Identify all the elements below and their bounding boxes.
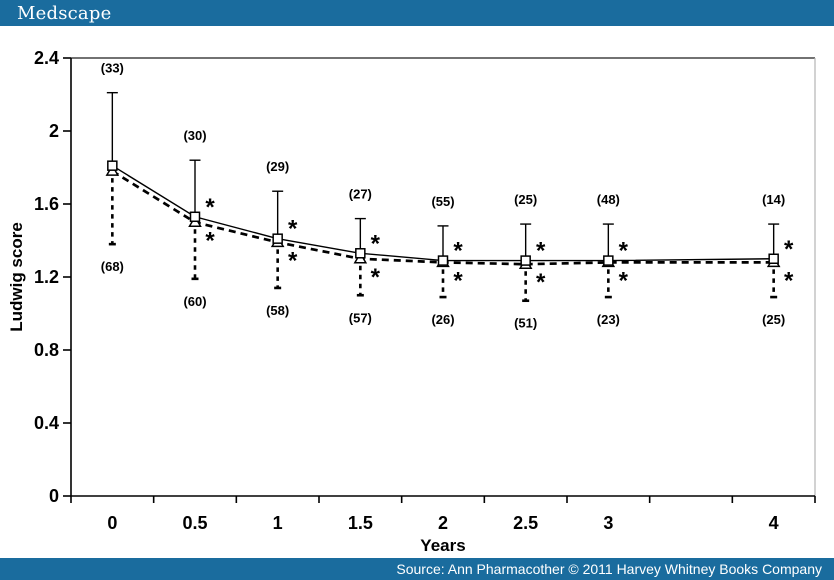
significance-asterisk: *	[453, 267, 463, 294]
square-marker	[768, 253, 779, 264]
square-marker	[437, 255, 449, 266]
n-label-upper: (25)	[514, 192, 537, 207]
x-axis-title: Years	[420, 536, 465, 555]
n-label-upper: (55)	[431, 194, 454, 209]
n-label-lower: (25)	[762, 312, 785, 327]
square-marker	[272, 233, 283, 244]
significance-asterisk: *	[205, 194, 215, 221]
n-label-upper: (27)	[349, 187, 372, 202]
y-tick-label: 2.4	[34, 48, 59, 68]
significance-asterisk: *	[784, 236, 794, 263]
significance-asterisk: *	[371, 264, 381, 291]
n-label-lower: (58)	[266, 303, 289, 318]
n-label-lower: (26)	[431, 312, 454, 327]
square-marker	[355, 248, 366, 259]
footer-bar: Source: Ann Pharmacother © 2011 Harvey W…	[0, 558, 834, 580]
n-label-upper: (33)	[101, 61, 124, 76]
significance-asterisk: *	[784, 267, 794, 294]
significance-asterisk: *	[453, 238, 463, 265]
square-marker	[107, 160, 118, 171]
solid-series-line	[111, 165, 774, 262]
significance-asterisk: *	[371, 230, 381, 257]
x-tick-label: 0	[107, 513, 117, 533]
significance-asterisk: *	[536, 269, 546, 296]
n-label-lower: (57)	[349, 310, 372, 325]
x-tick-label: 2	[438, 513, 448, 533]
x-tick-label: 2.5	[513, 513, 538, 533]
significance-asterisk: *	[536, 238, 546, 265]
significance-asterisk: *	[288, 216, 298, 243]
n-label-upper: (48)	[597, 192, 620, 207]
n-label-upper: (29)	[266, 159, 289, 174]
x-tick-label: 1	[273, 513, 283, 533]
n-label-upper: (30)	[183, 128, 206, 143]
y-axis-title: Ludwig score	[7, 222, 26, 332]
y-tick-label: 2	[49, 121, 59, 141]
y-tick-label: 1.6	[34, 194, 59, 214]
medscape-logo: Medscape	[17, 2, 112, 24]
n-label-lower: (60)	[183, 294, 206, 309]
dashed-series-line	[111, 170, 774, 266]
x-tick-label: 0.5	[182, 513, 207, 533]
significance-asterisk: *	[205, 227, 215, 254]
y-tick-label: 0.8	[34, 340, 59, 360]
n-label-lower: (51)	[514, 316, 537, 331]
n-label-lower: (68)	[101, 259, 124, 274]
y-tick-label: 1.2	[34, 267, 59, 287]
significance-asterisk: *	[619, 267, 629, 294]
n-label-upper: (14)	[762, 192, 785, 207]
square-marker	[520, 255, 531, 266]
x-tick-label: 3	[603, 513, 613, 533]
x-tick-label: 1.5	[348, 513, 373, 533]
square-marker	[603, 255, 614, 266]
source-credit: Source: Ann Pharmacother © 2011 Harvey W…	[396, 561, 822, 577]
header-bar: Medscape	[0, 0, 834, 26]
y-tick-label: 0.4	[34, 413, 59, 433]
significance-asterisk: *	[619, 238, 629, 265]
significance-asterisk: *	[288, 247, 298, 274]
square-marker	[189, 211, 201, 223]
n-label-lower: (23)	[597, 312, 620, 327]
y-tick-label: 0	[49, 486, 59, 506]
x-tick-label: 4	[769, 513, 779, 533]
